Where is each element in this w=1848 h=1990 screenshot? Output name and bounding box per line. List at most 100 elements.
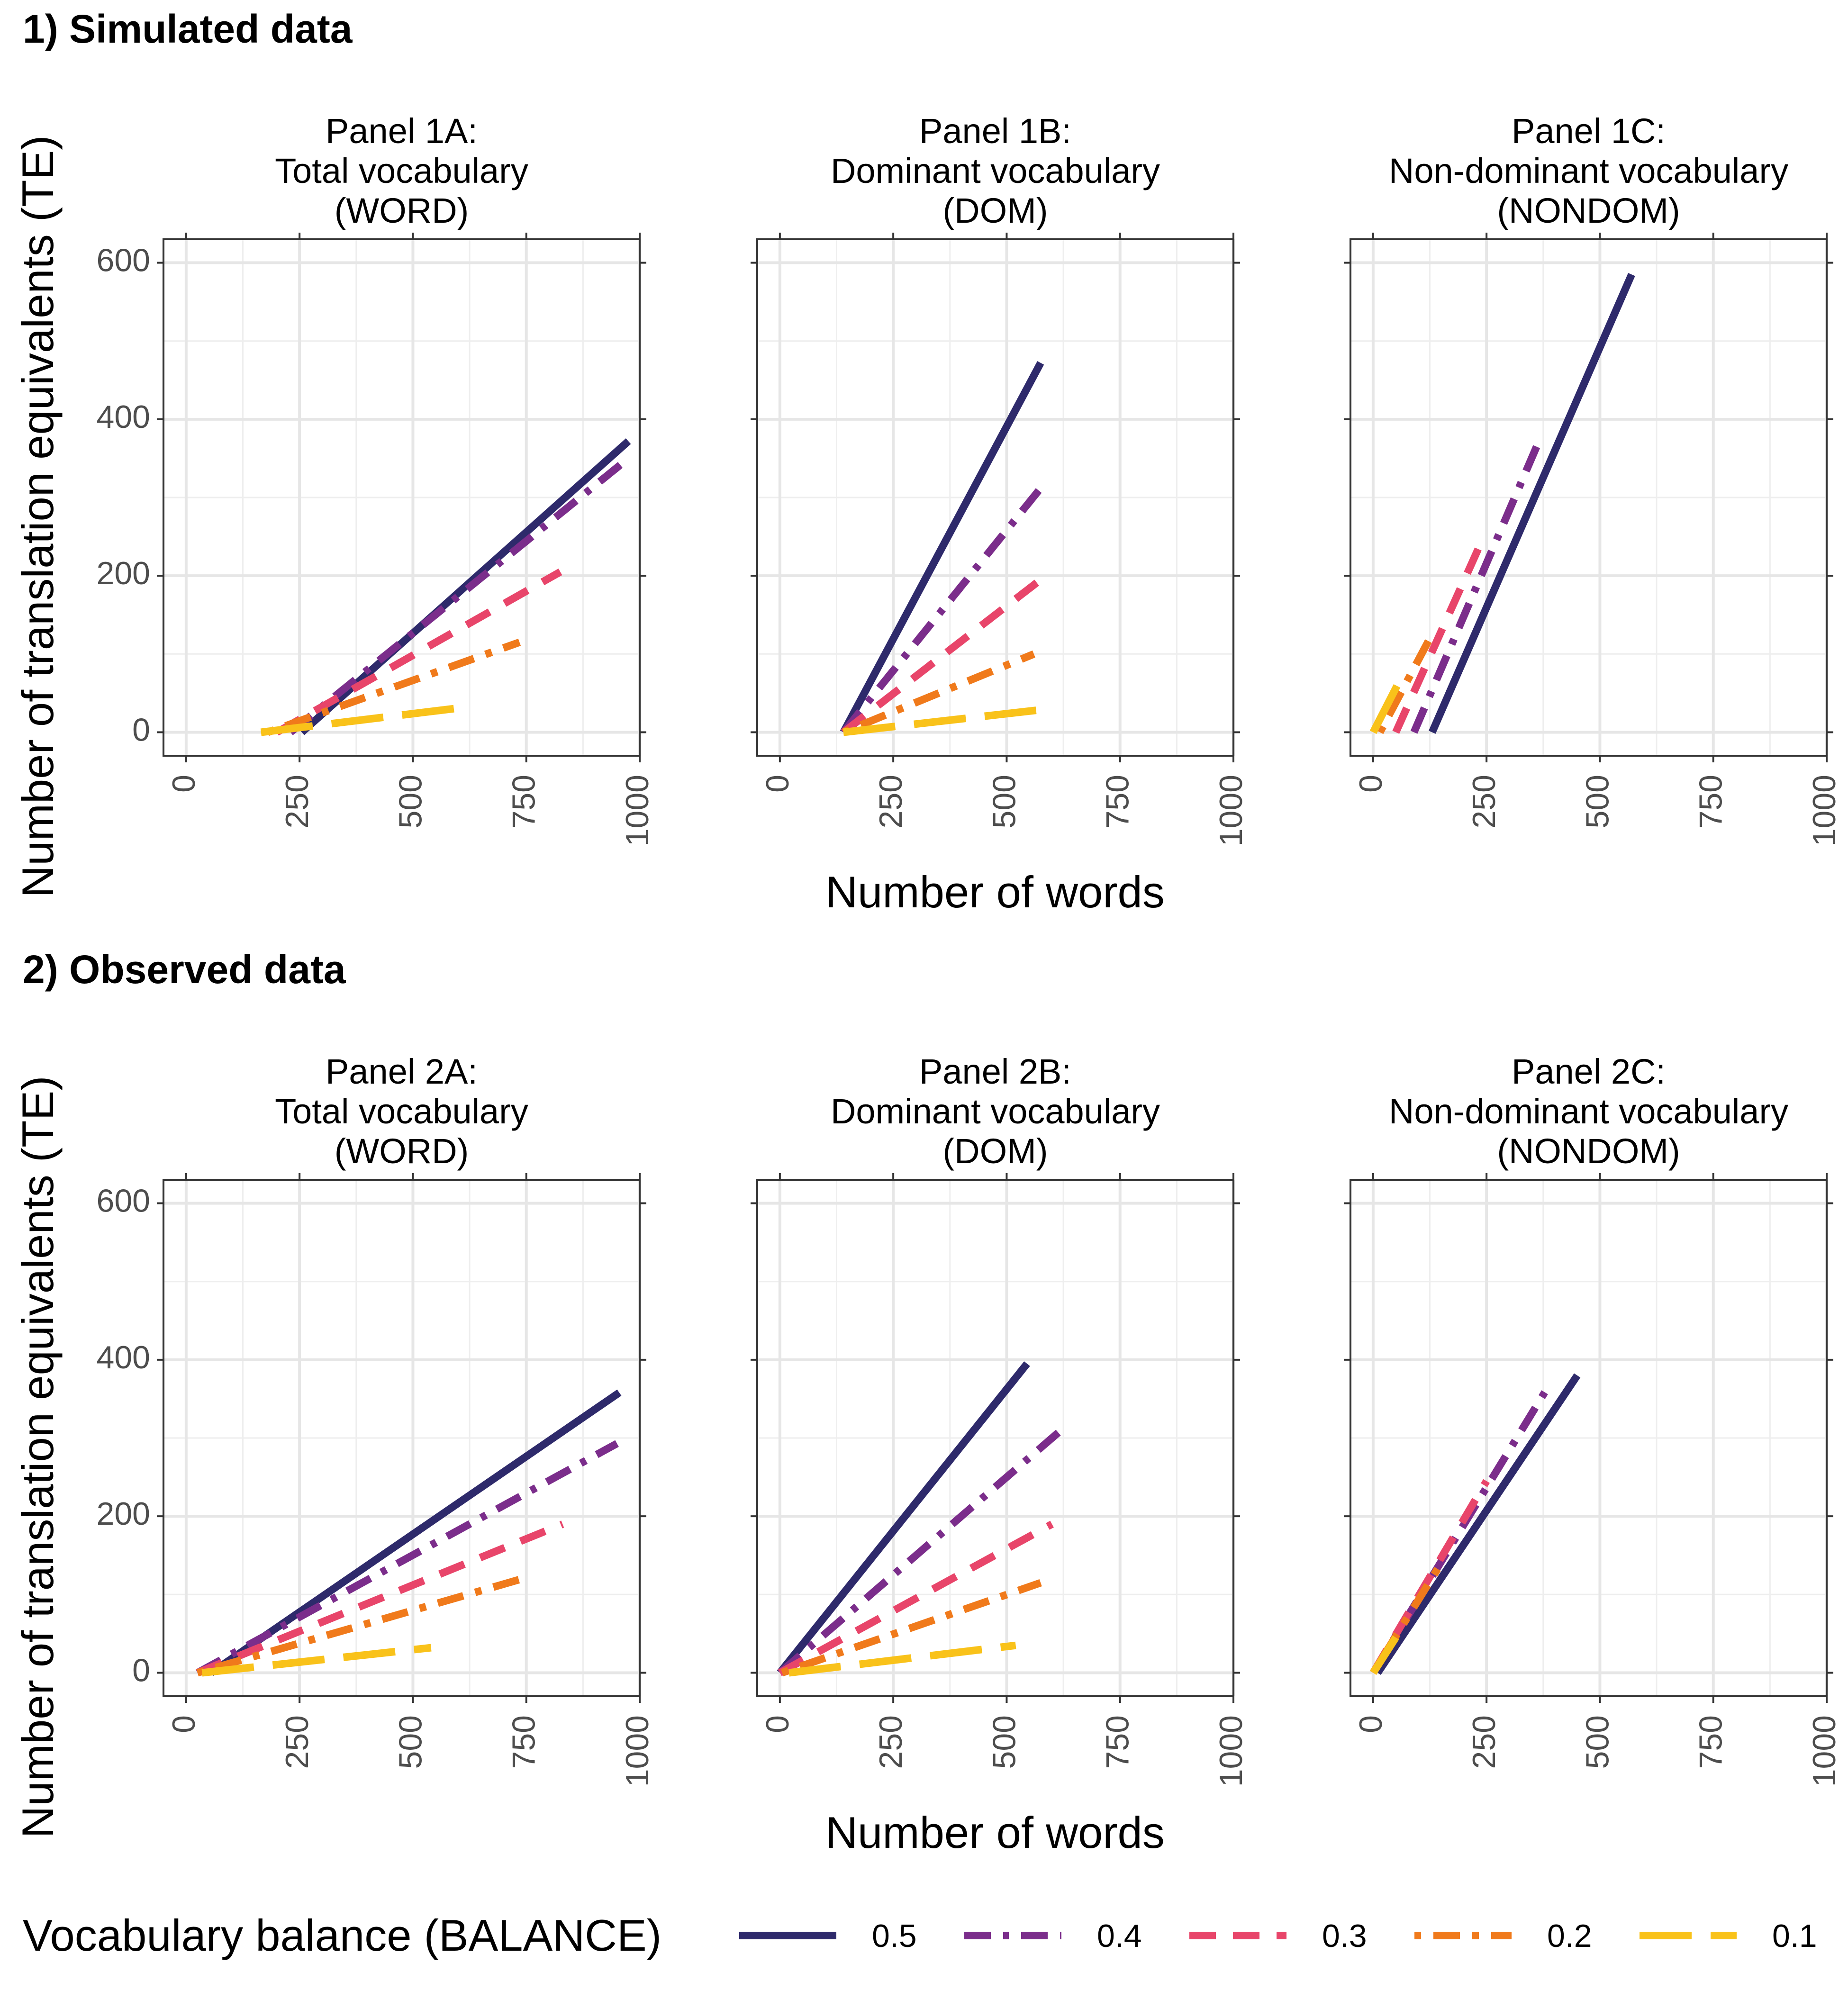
legend: Vocabulary balance (BALANCE) 0.5 0.4 0.3 0.2… bbox=[23, 1910, 1817, 1960]
section-title: 2) Observed data bbox=[23, 947, 346, 992]
panel-title-line: (NONDOM) bbox=[1497, 191, 1680, 230]
panel-title-line: (DOM) bbox=[943, 1131, 1048, 1171]
panel-title-line: Dominant vocabulary bbox=[831, 1092, 1160, 1131]
series-line-0.4 bbox=[1410, 435, 1545, 734]
series-line-0.3 bbox=[1370, 1479, 1490, 1675]
y-axis-title: Number of translation equivalents (TE) bbox=[13, 135, 63, 897]
x-tick-label: 750 bbox=[506, 775, 542, 828]
panel-title-line: (DOM) bbox=[943, 191, 1048, 230]
x-tick-label: 0 bbox=[166, 1715, 202, 1733]
x-tick-label: 500 bbox=[1579, 775, 1615, 828]
x-tick-label: 0 bbox=[1353, 1715, 1389, 1733]
series-line-0.3 bbox=[778, 1520, 1054, 1676]
panel-title-line: (WORD) bbox=[335, 191, 469, 230]
y-tick-label: 400 bbox=[97, 399, 150, 435]
x-tick-label: 500 bbox=[986, 1715, 1022, 1769]
series-line-0.1 bbox=[1369, 682, 1402, 734]
series-line-0.4 bbox=[840, 486, 1044, 735]
series-line-0.1 bbox=[842, 706, 1037, 736]
legend-label: 0.5 bbox=[872, 1918, 917, 1954]
panel-border bbox=[1350, 238, 1828, 757]
y-tick-label: 600 bbox=[97, 243, 150, 279]
legend-item-0.2: 0.2 bbox=[1414, 1918, 1592, 1954]
panel-title-line: Total vocabulary bbox=[275, 151, 528, 190]
x-tick-label: 1000 bbox=[1213, 775, 1249, 846]
x-tick-label: 0 bbox=[760, 775, 796, 793]
legend-title: Vocabulary balance (BALANCE) bbox=[23, 1910, 661, 1960]
legend-item-0.4: 0.4 bbox=[964, 1918, 1142, 1954]
x-tick-label: 250 bbox=[1466, 775, 1502, 828]
panel-title-line: Dominant vocabulary bbox=[831, 151, 1160, 190]
panel-border bbox=[756, 1179, 1234, 1697]
x-tick-label: 250 bbox=[873, 1715, 909, 1769]
series-line-0.4 bbox=[288, 455, 631, 735]
y-tick-label: 200 bbox=[97, 1496, 150, 1532]
x-tick-label: 750 bbox=[1693, 775, 1729, 828]
x-tick-label: 500 bbox=[986, 775, 1022, 828]
panel-border bbox=[1350, 1179, 1828, 1697]
x-tick-label: 0 bbox=[166, 775, 202, 793]
panel-2-1: Panel 2A:Total vocabulary(WORD) 0 250 500 75… bbox=[97, 1052, 655, 1787]
panel-border bbox=[163, 238, 641, 757]
x-tick-label: 250 bbox=[1466, 1715, 1502, 1769]
series-line-0.5 bbox=[777, 1361, 1030, 1675]
series-line-0.2 bbox=[842, 650, 1035, 736]
x-tick-label: 250 bbox=[279, 1715, 315, 1769]
legend-label: 0.4 bbox=[1097, 1918, 1142, 1954]
x-axis-title: Number of words bbox=[825, 1808, 1165, 1857]
panel-border bbox=[163, 1179, 641, 1697]
series-line-0.3 bbox=[275, 568, 562, 736]
section-2: 2) Observed data Number of translation eq… bbox=[13, 947, 1842, 1857]
y-tick-label: 0 bbox=[132, 712, 150, 748]
x-tick-label: 250 bbox=[279, 775, 315, 828]
series-line-0.1 bbox=[788, 1641, 1016, 1677]
series-line-0.4 bbox=[195, 1440, 619, 1676]
x-tick-label: 250 bbox=[873, 775, 909, 828]
panel-title-line: Panel 2C: bbox=[1512, 1052, 1666, 1091]
series-line-0.5 bbox=[1428, 273, 1635, 734]
legend-item-0.3: 0.3 bbox=[1189, 1918, 1367, 1954]
series-line-0.1 bbox=[1370, 1635, 1399, 1675]
series-line-0.1 bbox=[260, 703, 472, 736]
legend-item-0.1: 0.1 bbox=[1640, 1918, 1817, 1954]
section-title: 1) Simulated data bbox=[23, 7, 353, 51]
series-line-0.3 bbox=[1392, 539, 1486, 734]
x-tick-label: 1000 bbox=[1806, 775, 1842, 846]
panel-border bbox=[756, 238, 1234, 757]
panel-title-line: Total vocabulary bbox=[275, 1092, 528, 1131]
legend-label: 0.3 bbox=[1322, 1918, 1367, 1954]
panel-title-line: Panel 1B: bbox=[919, 111, 1071, 151]
x-tick-label: 1000 bbox=[1806, 1715, 1842, 1787]
x-tick-label: 500 bbox=[392, 1715, 428, 1769]
y-tick-label: 200 bbox=[97, 555, 150, 591]
panel-title-line: Non-dominant vocabulary bbox=[1389, 1092, 1788, 1131]
series-line-0.3 bbox=[196, 1520, 564, 1676]
x-tick-label: 500 bbox=[392, 775, 428, 828]
series-line-0.5 bbox=[208, 1389, 622, 1676]
series-line-0.5 bbox=[1374, 1373, 1581, 1675]
x-tick-label: 750 bbox=[506, 1715, 542, 1769]
x-tick-label: 750 bbox=[1100, 775, 1136, 828]
series-line-0.1 bbox=[201, 1644, 432, 1677]
panel-title-line: Panel 2B: bbox=[919, 1052, 1071, 1091]
x-axis-title: Number of words bbox=[825, 867, 1165, 917]
y-tick-label: 600 bbox=[97, 1183, 150, 1219]
panel-title-line: (WORD) bbox=[335, 1131, 469, 1171]
panel-2-2: Panel 2B:Dominant vocabulary(DOM) 0 250 500… bbox=[751, 1052, 1249, 1787]
x-tick-label: 500 bbox=[1579, 1715, 1615, 1769]
x-tick-label: 1000 bbox=[619, 775, 655, 846]
series-line-0.2 bbox=[1377, 636, 1433, 734]
panel-title-line: Panel 1A: bbox=[326, 111, 478, 151]
panel-title-line: Panel 1C: bbox=[1512, 111, 1666, 151]
panel-2-3: Panel 2C:Non-dominant vocabulary(NONDOM)… bbox=[1344, 1052, 1842, 1787]
panel-1-3: Panel 1C:Non-dominant vocabulary(NONDOM)… bbox=[1344, 111, 1842, 846]
x-tick-label: 0 bbox=[760, 1715, 796, 1733]
x-tick-label: 750 bbox=[1100, 1715, 1136, 1769]
panel-title-line: Non-dominant vocabulary bbox=[1389, 151, 1788, 190]
y-tick-label: 400 bbox=[97, 1339, 150, 1375]
series-line-0.4 bbox=[777, 1427, 1064, 1676]
x-tick-label: 750 bbox=[1693, 1715, 1729, 1769]
series-line-0.2 bbox=[780, 1579, 1042, 1677]
series-line-0.5 bbox=[840, 361, 1044, 734]
